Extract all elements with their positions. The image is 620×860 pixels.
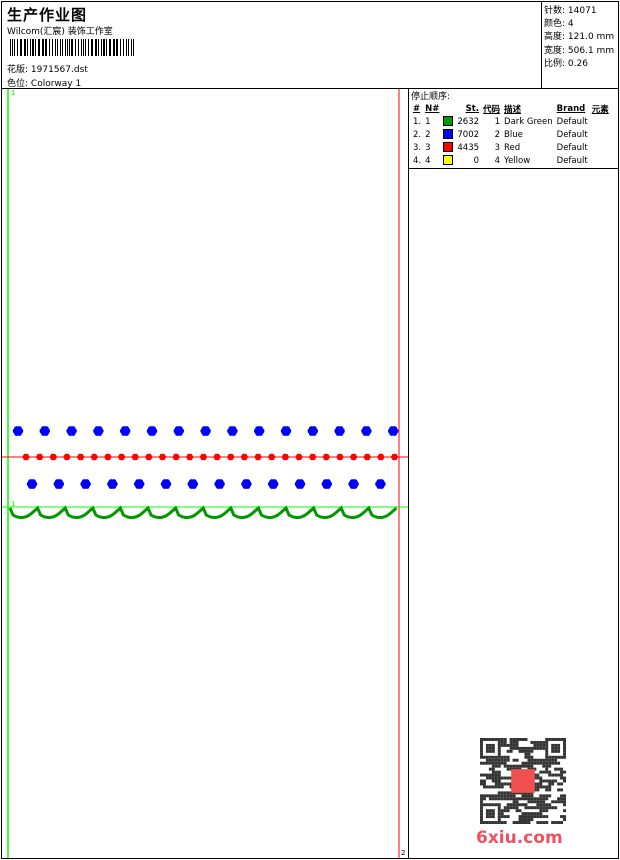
red-motif xyxy=(350,453,358,461)
color-swatch xyxy=(443,155,454,166)
red-motif xyxy=(49,453,57,461)
blue-motif xyxy=(294,479,306,489)
red-motif xyxy=(104,453,112,461)
seal-stamp xyxy=(511,769,535,793)
red-motif xyxy=(322,453,330,461)
end-marker: 2 xyxy=(401,849,405,857)
blue-motif xyxy=(200,426,211,436)
red-motif xyxy=(36,453,44,461)
info-scale: 比例: 0.26 xyxy=(544,58,588,69)
blue-motif xyxy=(133,479,145,489)
red-motif xyxy=(363,453,371,461)
blue-motif xyxy=(80,479,91,489)
blue-motif xyxy=(146,426,158,436)
blue-motif xyxy=(173,426,185,436)
blue-motif xyxy=(361,426,372,436)
red-motif xyxy=(199,453,207,461)
file-name: 花版: 1971567.dst xyxy=(7,65,88,75)
red-motif xyxy=(131,453,139,461)
red-motif xyxy=(90,453,98,461)
red-motif xyxy=(172,453,180,461)
red-motif xyxy=(63,453,71,461)
green-border-motif xyxy=(8,505,398,520)
start-marker: 1 xyxy=(11,500,15,508)
stop-sequence: 停止顺序: # N# St. 代码 描述 Brand 元素 1. 1 2632 1 Dark… xyxy=(409,88,619,169)
blue-motif xyxy=(160,479,172,489)
blue-motif xyxy=(334,426,345,436)
colorway: 色位: Colorway 1 xyxy=(7,79,82,89)
color-swatch xyxy=(443,116,454,127)
blue-motif xyxy=(26,479,38,489)
info-colors: 颜色: 4 xyxy=(544,19,574,30)
blue-motif xyxy=(307,426,319,436)
red-motif xyxy=(145,453,153,461)
info-height: 高度: 121.0 mm xyxy=(544,32,615,43)
stop-row: 1. 1 2632 1 Dark Green Default xyxy=(413,116,588,127)
watermark-logo: 6xiu.com xyxy=(476,828,563,848)
blue-motif xyxy=(280,426,292,436)
stop-row: 3. 3 4435 3 Red Default xyxy=(413,142,588,153)
red-motif xyxy=(254,453,262,461)
red-motif xyxy=(22,453,30,461)
red-motif xyxy=(281,453,289,461)
blue-motif xyxy=(321,479,333,489)
blue-motif xyxy=(119,426,131,436)
stop-table: # N# St. 代码 描述 Brand 元素 1. 1 2632 1 Dark Green… xyxy=(413,103,609,166)
red-motif xyxy=(77,453,85,461)
blue-motif xyxy=(187,479,199,489)
barcode xyxy=(10,39,142,56)
design-info: 针数: 14071 颜色: 4 高度: 121.0 mm 宽度: 506.1 m… xyxy=(541,1,619,88)
red-motif xyxy=(309,453,317,461)
blue-motif xyxy=(348,479,359,489)
red-motif xyxy=(377,453,385,461)
blue-motif xyxy=(93,426,104,436)
info-stitches: 针数: 14071 xyxy=(544,6,597,16)
blue-motif xyxy=(253,426,265,436)
header: 生产作业图 Wilcom(汇宸) 装饰工作室 花版: 1971567.dst 色… xyxy=(1,1,619,89)
blue-motif xyxy=(267,479,279,489)
design-preview: 1 1 2 xyxy=(2,89,408,858)
red-motif xyxy=(240,453,248,461)
blue-motif xyxy=(107,479,118,489)
color-swatch xyxy=(443,129,454,140)
red-motif xyxy=(336,453,344,461)
blue-motif xyxy=(66,426,77,436)
blue-motif xyxy=(375,479,386,489)
qr-code xyxy=(480,738,566,824)
blue-motif xyxy=(387,426,399,436)
blue-motif xyxy=(227,426,238,436)
page-title: 生产作业图 xyxy=(7,6,88,24)
red-motif xyxy=(295,453,303,461)
stop-row: 2. 2 7002 2 Blue Default xyxy=(413,129,588,140)
blue-motif xyxy=(214,479,225,489)
red-motif xyxy=(118,453,126,461)
blue-motif xyxy=(241,479,252,489)
red-motif xyxy=(268,453,276,461)
blue-motif xyxy=(12,426,24,436)
stop-sequence-title: 停止顺序: xyxy=(411,92,451,102)
info-width: 宽度: 506.1 mm xyxy=(544,45,615,56)
color-swatch xyxy=(443,142,454,153)
start-marker-top: 1 xyxy=(11,89,15,97)
red-motif xyxy=(227,453,235,461)
red-motif xyxy=(186,453,194,461)
blue-motif xyxy=(53,479,65,489)
red-motif xyxy=(159,453,166,461)
red-motif xyxy=(213,453,221,461)
blue-motif xyxy=(39,426,51,436)
red-motif xyxy=(391,453,399,461)
studio-name: Wilcom(汇宸) 装饰工作室 xyxy=(7,27,113,37)
right-panel: 停止顺序: # N# St. 代码 描述 Brand 元素 1. 1 2632 1 Dark… xyxy=(408,88,619,859)
